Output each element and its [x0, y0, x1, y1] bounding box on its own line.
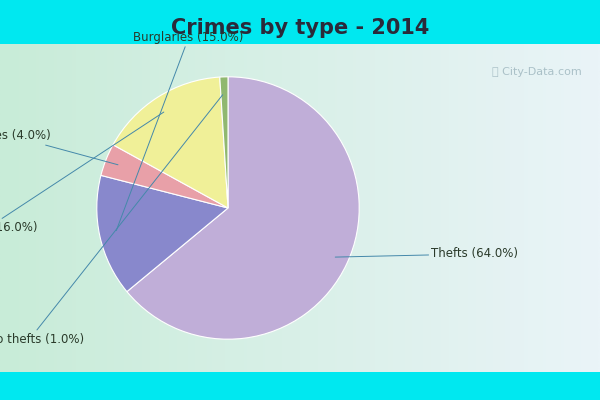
Text: ⓘ City-Data.com: ⓘ City-Data.com — [492, 67, 582, 77]
Wedge shape — [127, 77, 359, 339]
Text: Rapes (4.0%): Rapes (4.0%) — [0, 129, 118, 165]
Wedge shape — [220, 77, 228, 208]
Text: Auto thefts (1.0%): Auto thefts (1.0%) — [0, 95, 223, 346]
Text: Crimes by type - 2014: Crimes by type - 2014 — [171, 18, 429, 38]
Text: Assaults (16.0%): Assaults (16.0%) — [0, 112, 164, 234]
Wedge shape — [113, 77, 228, 208]
Wedge shape — [101, 145, 228, 208]
Text: Burglaries (15.0%): Burglaries (15.0%) — [116, 31, 244, 230]
Text: Thefts (64.0%): Thefts (64.0%) — [335, 248, 518, 260]
Wedge shape — [97, 175, 228, 292]
